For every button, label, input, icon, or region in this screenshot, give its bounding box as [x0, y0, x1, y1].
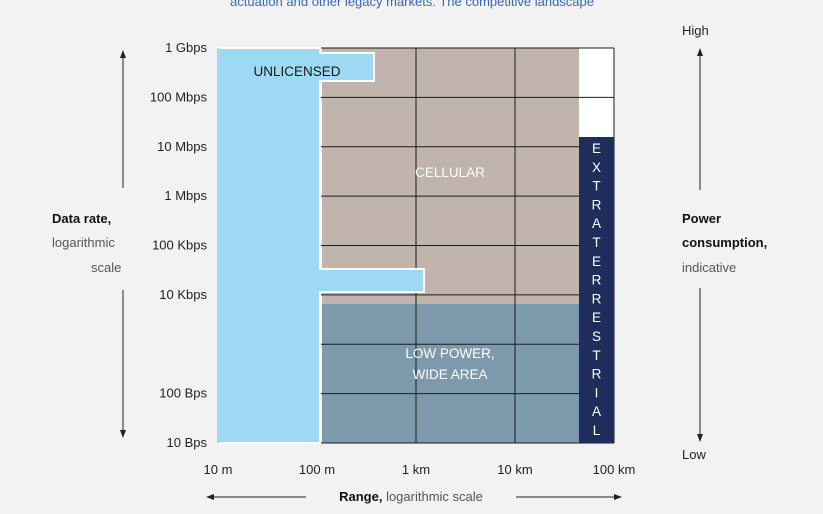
- extraterrestrial-letter: X: [592, 160, 601, 175]
- power-low-label: Low: [682, 447, 706, 462]
- y-axis-label-line2: logarithmic: [52, 235, 115, 250]
- extraterrestrial-letter: R: [592, 367, 602, 382]
- extraterrestrial-letter: L: [593, 423, 601, 438]
- extraterrestrial-letter: I: [595, 385, 599, 400]
- extraterrestrial-letter: E: [592, 141, 601, 156]
- power-arrow-down-icon: [697, 434, 703, 442]
- power-high-label: High: [682, 23, 709, 38]
- extraterrestrial-region: [579, 137, 614, 443]
- y-tick-label: 100 Kbps: [152, 238, 207, 253]
- y-tick-label: 10 Kbps: [159, 287, 207, 302]
- x-tick-label: 100 km: [593, 462, 636, 477]
- axis-labels: 1 Gbps 100 Mbps 10 Mbps 1 Mbps 100 Kbps 10 Kb…: [52, 23, 767, 504]
- lpwa-region: [322, 304, 579, 443]
- y-arrow-down-icon: [120, 430, 126, 438]
- y-axis-label-bold: Data rate,: [52, 211, 111, 226]
- x-arrow-left-icon: [206, 494, 214, 500]
- lpwa-label-line1: LOW POWER,: [405, 346, 494, 361]
- y-tick-label: 1 Gbps: [165, 40, 207, 55]
- x-arrow-right-icon: [614, 494, 622, 500]
- unlicensed-region: [217, 47, 425, 444]
- power-label-line3: indicative: [682, 260, 736, 275]
- extraterrestrial-letter: R: [592, 291, 602, 306]
- power-label-line2: consumption,: [682, 235, 767, 250]
- unlicensed-label: UNLICENSED: [253, 64, 340, 79]
- lpwa-label-line2: WIDE AREA: [412, 367, 487, 382]
- extraterrestrial-letter: E: [592, 254, 601, 269]
- cellular-label: CELLULAR: [415, 165, 485, 180]
- y-axis-label-line3: scale: [91, 260, 121, 275]
- extraterrestrial-letter: E: [592, 310, 601, 325]
- extraterrestrial-letter: T: [592, 348, 600, 363]
- y-tick-label: 10 Mbps: [157, 139, 207, 154]
- x-axis-label-bold: Range,: [339, 489, 386, 504]
- y-tick-label: 10 Bps: [167, 435, 208, 450]
- power-label-line1: Power: [682, 211, 721, 226]
- x-tick-label: 1 km: [402, 462, 430, 477]
- x-axis-label: Range, logarithmic scale: [339, 489, 483, 504]
- extraterrestrial-letter: A: [592, 216, 601, 231]
- x-tick-label: 100 m: [299, 462, 335, 477]
- y-tick-label: 1 Mbps: [164, 188, 207, 203]
- power-arrow-up-icon: [697, 48, 703, 56]
- extraterrestrial-letter: A: [592, 404, 601, 419]
- y-tick-label: 100 Mbps: [150, 89, 208, 104]
- y-tick-label: 100 Bps: [159, 386, 207, 401]
- extraterrestrial-letter: R: [592, 273, 602, 288]
- x-tick-label: 10 m: [204, 462, 233, 477]
- extraterrestrial-letter: R: [592, 197, 602, 212]
- extraterrestrial-letter: S: [592, 329, 601, 344]
- top-cut-text: actuation and other legacy markets. The …: [230, 0, 594, 9]
- extraterrestrial-letter: T: [592, 179, 600, 194]
- y-arrow-up-icon: [120, 50, 126, 58]
- x-axis-label-rest: logarithmic scale: [386, 489, 483, 504]
- extraterrestrial-letter: T: [592, 235, 600, 250]
- x-tick-label: 10 km: [497, 462, 532, 477]
